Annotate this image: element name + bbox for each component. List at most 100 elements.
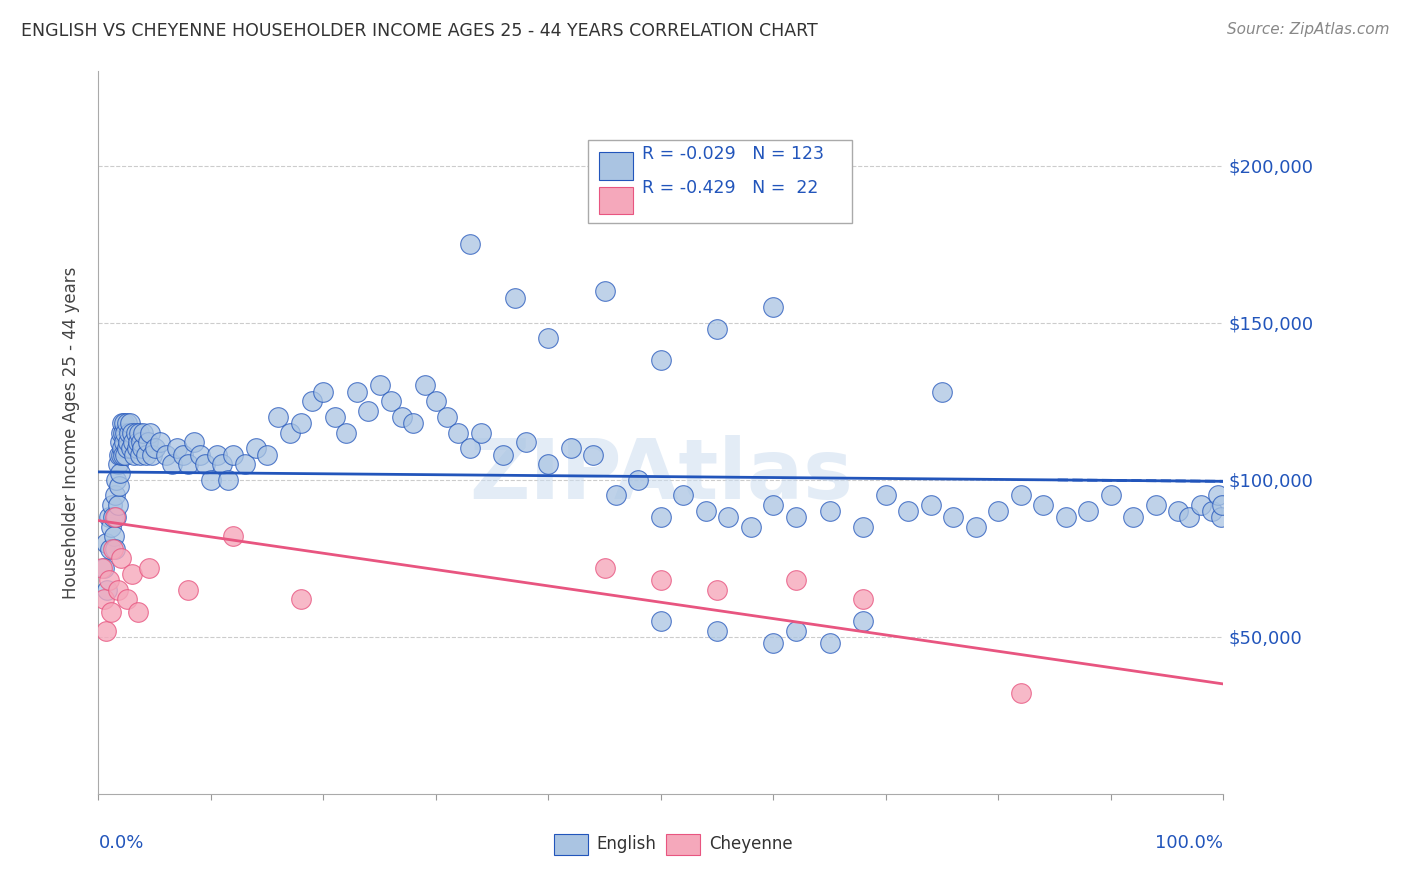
Text: Cheyenne: Cheyenne bbox=[709, 836, 793, 854]
Point bbox=[101, 541, 124, 556]
Point bbox=[402, 416, 425, 430]
Point bbox=[436, 409, 458, 424]
Point bbox=[107, 498, 129, 512]
Point bbox=[368, 378, 391, 392]
Point bbox=[897, 504, 920, 518]
Point bbox=[100, 520, 122, 534]
Point bbox=[155, 448, 177, 462]
Point bbox=[211, 457, 233, 471]
Point bbox=[582, 448, 605, 462]
Point bbox=[141, 448, 163, 462]
Point bbox=[115, 442, 138, 456]
Point bbox=[112, 448, 135, 462]
Point bbox=[492, 448, 515, 462]
Point bbox=[447, 425, 470, 440]
Point bbox=[1077, 504, 1099, 518]
Point bbox=[515, 435, 537, 450]
Point bbox=[110, 425, 132, 440]
Point bbox=[267, 409, 290, 424]
Point bbox=[222, 529, 245, 543]
Point bbox=[160, 457, 183, 471]
Point bbox=[470, 425, 492, 440]
Point bbox=[118, 425, 141, 440]
Point bbox=[785, 574, 807, 588]
Point bbox=[301, 394, 323, 409]
Point bbox=[413, 378, 436, 392]
Point bbox=[118, 416, 141, 430]
Point bbox=[121, 425, 143, 440]
Point bbox=[391, 409, 413, 424]
Point bbox=[93, 560, 115, 574]
Point bbox=[605, 488, 627, 502]
Point bbox=[425, 394, 447, 409]
Point bbox=[1178, 510, 1201, 524]
Point bbox=[125, 442, 148, 456]
Point bbox=[101, 510, 124, 524]
Point bbox=[98, 541, 121, 556]
Point bbox=[1167, 504, 1189, 518]
Point bbox=[312, 384, 335, 399]
Point bbox=[117, 435, 139, 450]
Point bbox=[706, 582, 728, 597]
Text: ZIPAtlas: ZIPAtlas bbox=[468, 435, 853, 516]
Point bbox=[1122, 510, 1144, 524]
Point bbox=[717, 510, 740, 524]
Point bbox=[135, 448, 157, 462]
Point bbox=[1189, 498, 1212, 512]
Point bbox=[852, 614, 875, 628]
Point bbox=[920, 498, 942, 512]
Point bbox=[245, 442, 267, 456]
Point bbox=[222, 448, 245, 462]
Point bbox=[128, 425, 150, 440]
Point bbox=[104, 488, 127, 502]
Point bbox=[194, 457, 217, 471]
Point bbox=[852, 592, 875, 607]
Point bbox=[458, 442, 481, 456]
Point bbox=[1144, 498, 1167, 512]
Point bbox=[1054, 510, 1077, 524]
Point bbox=[695, 504, 717, 518]
FancyBboxPatch shape bbox=[588, 140, 852, 223]
Point bbox=[112, 425, 135, 440]
Point bbox=[132, 425, 155, 440]
Point bbox=[1032, 498, 1054, 512]
Point bbox=[129, 435, 152, 450]
Point bbox=[104, 510, 127, 524]
Point bbox=[112, 416, 135, 430]
Point bbox=[100, 605, 122, 619]
Point bbox=[852, 520, 875, 534]
Point bbox=[762, 498, 785, 512]
Point bbox=[136, 435, 159, 450]
Point bbox=[90, 560, 112, 574]
Point bbox=[1209, 510, 1232, 524]
Point bbox=[115, 416, 138, 430]
Point bbox=[112, 435, 135, 450]
Point bbox=[357, 403, 380, 417]
Point bbox=[114, 425, 136, 440]
Point bbox=[942, 510, 965, 524]
Point bbox=[107, 582, 129, 597]
Point bbox=[110, 448, 132, 462]
Text: 0.0%: 0.0% bbox=[98, 834, 143, 852]
Point bbox=[818, 504, 841, 518]
Point bbox=[105, 510, 128, 524]
Point bbox=[96, 624, 118, 638]
FancyBboxPatch shape bbox=[599, 153, 633, 179]
Point bbox=[875, 488, 897, 502]
Point bbox=[149, 435, 172, 450]
Point bbox=[103, 529, 125, 543]
Point bbox=[650, 614, 672, 628]
Point bbox=[537, 331, 560, 345]
FancyBboxPatch shape bbox=[599, 187, 633, 214]
Point bbox=[593, 560, 616, 574]
Point bbox=[503, 291, 526, 305]
Text: English: English bbox=[596, 836, 657, 854]
Point bbox=[121, 566, 143, 581]
Text: ENGLISH VS CHEYENNE HOUSEHOLDER INCOME AGES 25 - 44 YEARS CORRELATION CHART: ENGLISH VS CHEYENNE HOUSEHOLDER INCOME A… bbox=[21, 22, 818, 40]
Point bbox=[785, 624, 807, 638]
Point bbox=[1201, 504, 1223, 518]
Point bbox=[931, 384, 953, 399]
Point bbox=[458, 237, 481, 252]
Text: Source: ZipAtlas.com: Source: ZipAtlas.com bbox=[1226, 22, 1389, 37]
FancyBboxPatch shape bbox=[666, 834, 700, 855]
